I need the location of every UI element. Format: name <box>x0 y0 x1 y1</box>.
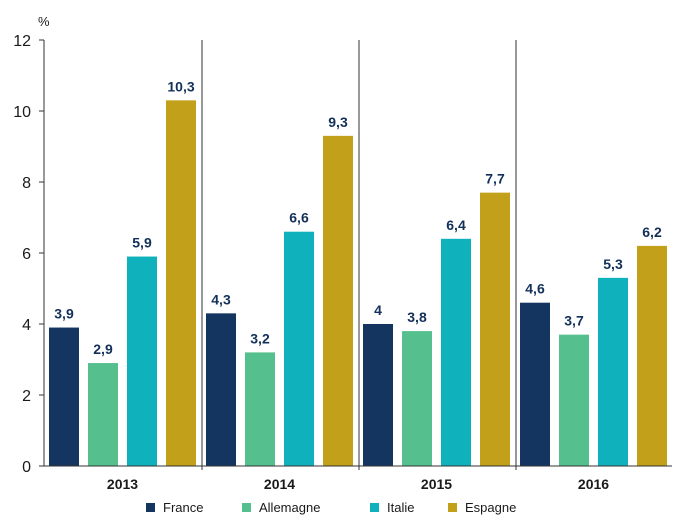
y-axis: 0 2 4 6 8 10 12 <box>13 33 45 476</box>
legend-label-italie: Italie <box>387 500 414 515</box>
y-tick-label: 10 <box>13 104 31 121</box>
group-separators <box>201 40 517 470</box>
legend-swatch-italie <box>370 503 379 512</box>
bar-france-2013 <box>49 327 79 466</box>
bar-france-2016 <box>520 302 550 466</box>
data-label: 7,7 <box>485 171 505 187</box>
data-label: 3,2 <box>250 330 270 346</box>
y-tick-label: 4 <box>22 317 31 334</box>
y-tick-label: 8 <box>22 175 31 192</box>
bar-allemagne-2016 <box>559 334 589 466</box>
y-axis-unit: % <box>38 14 50 29</box>
data-label: 10,3 <box>167 78 194 94</box>
data-label: 6,4 <box>446 217 466 233</box>
y-tick-label: 2 <box>22 388 31 405</box>
data-label: 5,3 <box>603 256 623 272</box>
data-label: 4 <box>374 302 382 318</box>
data-label: 3,7 <box>564 313 584 329</box>
legend-swatch-espagne <box>448 503 457 512</box>
legend-swatch-allemagne <box>242 503 251 512</box>
bar-italie-2014 <box>284 231 314 466</box>
x-category-label: 2016 <box>578 476 609 492</box>
bar-france-2015 <box>363 324 393 466</box>
data-label: 6,6 <box>289 210 309 226</box>
x-axis: 2013 2014 2015 2016 <box>39 465 672 492</box>
bars: 3,9 2,9 5,9 10,3 4,3 3,2 6,6 9,3 4 3,8 6,4 7,7 4,6 3,… <box>49 78 667 466</box>
bar-italie-2013 <box>127 256 157 466</box>
legend-label-espagne: Espagne <box>465 500 516 515</box>
data-label: 4,6 <box>525 281 545 297</box>
bar-espagne-2014 <box>323 135 353 466</box>
bar-espagne-2015 <box>480 192 510 466</box>
legend-label-france: France <box>163 500 203 515</box>
y-tick-label: 0 <box>22 459 31 476</box>
bar-espagne-2016 <box>637 245 667 466</box>
data-label: 5,9 <box>132 235 152 251</box>
y-tick-label: 6 <box>22 246 31 263</box>
data-label: 4,3 <box>211 291 231 307</box>
y-tick-label: 12 <box>13 33 31 50</box>
bar-allemagne-2013 <box>88 363 118 466</box>
data-label: 6,2 <box>642 224 662 240</box>
x-category-label: 2013 <box>107 476 138 492</box>
data-label: 9,3 <box>328 114 348 130</box>
legend-swatch-france <box>146 503 155 512</box>
legend: France Allemagne Italie Espagne <box>146 500 516 515</box>
x-category-label: 2015 <box>421 476 452 492</box>
bar-allemagne-2014 <box>245 352 275 466</box>
data-label: 3,9 <box>54 306 74 322</box>
legend-label-allemagne: Allemagne <box>259 500 320 515</box>
bar-espagne-2013 <box>166 100 196 466</box>
bar-italie-2015 <box>441 238 471 466</box>
data-label: 3,8 <box>407 309 427 325</box>
x-category-label: 2014 <box>264 476 295 492</box>
bar-italie-2016 <box>598 277 628 466</box>
bar-france-2014 <box>206 313 236 466</box>
bar-allemagne-2015 <box>402 331 432 466</box>
data-label: 2,9 <box>93 341 113 357</box>
